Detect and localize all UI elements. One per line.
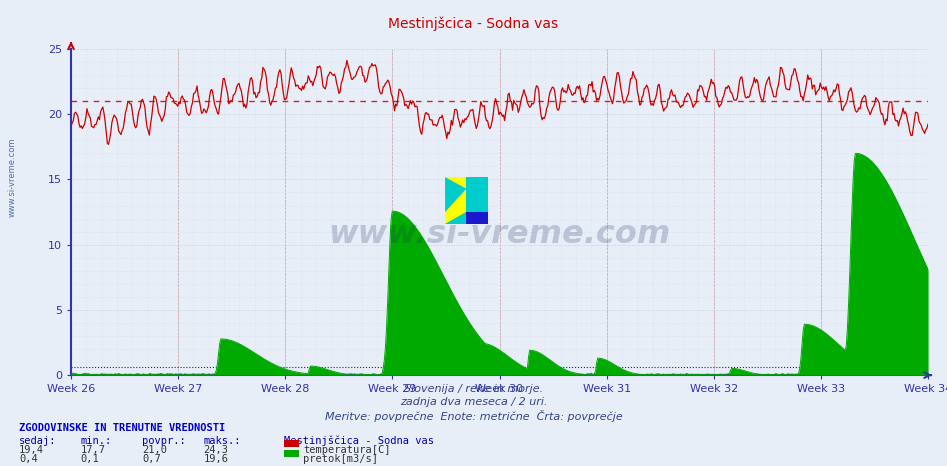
Text: Slovenija / reke in morje.: Slovenija / reke in morje.	[404, 384, 543, 394]
Text: 17,7: 17,7	[80, 445, 105, 454]
Bar	[466, 212, 488, 224]
Text: 0,7: 0,7	[142, 454, 161, 464]
Text: povpr.:: povpr.:	[142, 436, 186, 445]
Text: www.si-vreme.com: www.si-vreme.com	[8, 137, 17, 217]
Text: 19,6: 19,6	[204, 454, 228, 464]
Text: Mestinjšcica - Sodna vas: Mestinjšcica - Sodna vas	[388, 16, 559, 31]
Text: temperatura[C]: temperatura[C]	[303, 445, 390, 454]
Text: 0,4: 0,4	[19, 454, 38, 464]
Text: 0,1: 0,1	[80, 454, 99, 464]
Text: maks.:: maks.:	[204, 436, 241, 445]
Bar	[445, 177, 466, 224]
Text: ZGODOVINSKE IN TRENUTNE VREDNOSTI: ZGODOVINSKE IN TRENUTNE VREDNOSTI	[19, 423, 225, 432]
Text: min.:: min.:	[80, 436, 112, 445]
Text: zadnja dva meseca / 2 uri.: zadnja dva meseca / 2 uri.	[400, 397, 547, 407]
Text: 19,4: 19,4	[19, 445, 44, 454]
Polygon shape	[445, 212, 466, 224]
Text: pretok[m3/s]: pretok[m3/s]	[303, 454, 378, 464]
Text: Mestinjščica - Sodna vas: Mestinjščica - Sodna vas	[284, 436, 434, 446]
Text: 21,0: 21,0	[142, 445, 167, 454]
Polygon shape	[445, 177, 466, 212]
Text: www.si-vreme.com: www.si-vreme.com	[329, 219, 670, 250]
Text: Meritve: povprečne  Enote: metrične  Črta: povprečje: Meritve: povprečne Enote: metrične Črta:…	[325, 410, 622, 422]
Bar	[466, 177, 488, 212]
Text: sedaj:: sedaj:	[19, 436, 57, 445]
Text: 24,3: 24,3	[204, 445, 228, 454]
